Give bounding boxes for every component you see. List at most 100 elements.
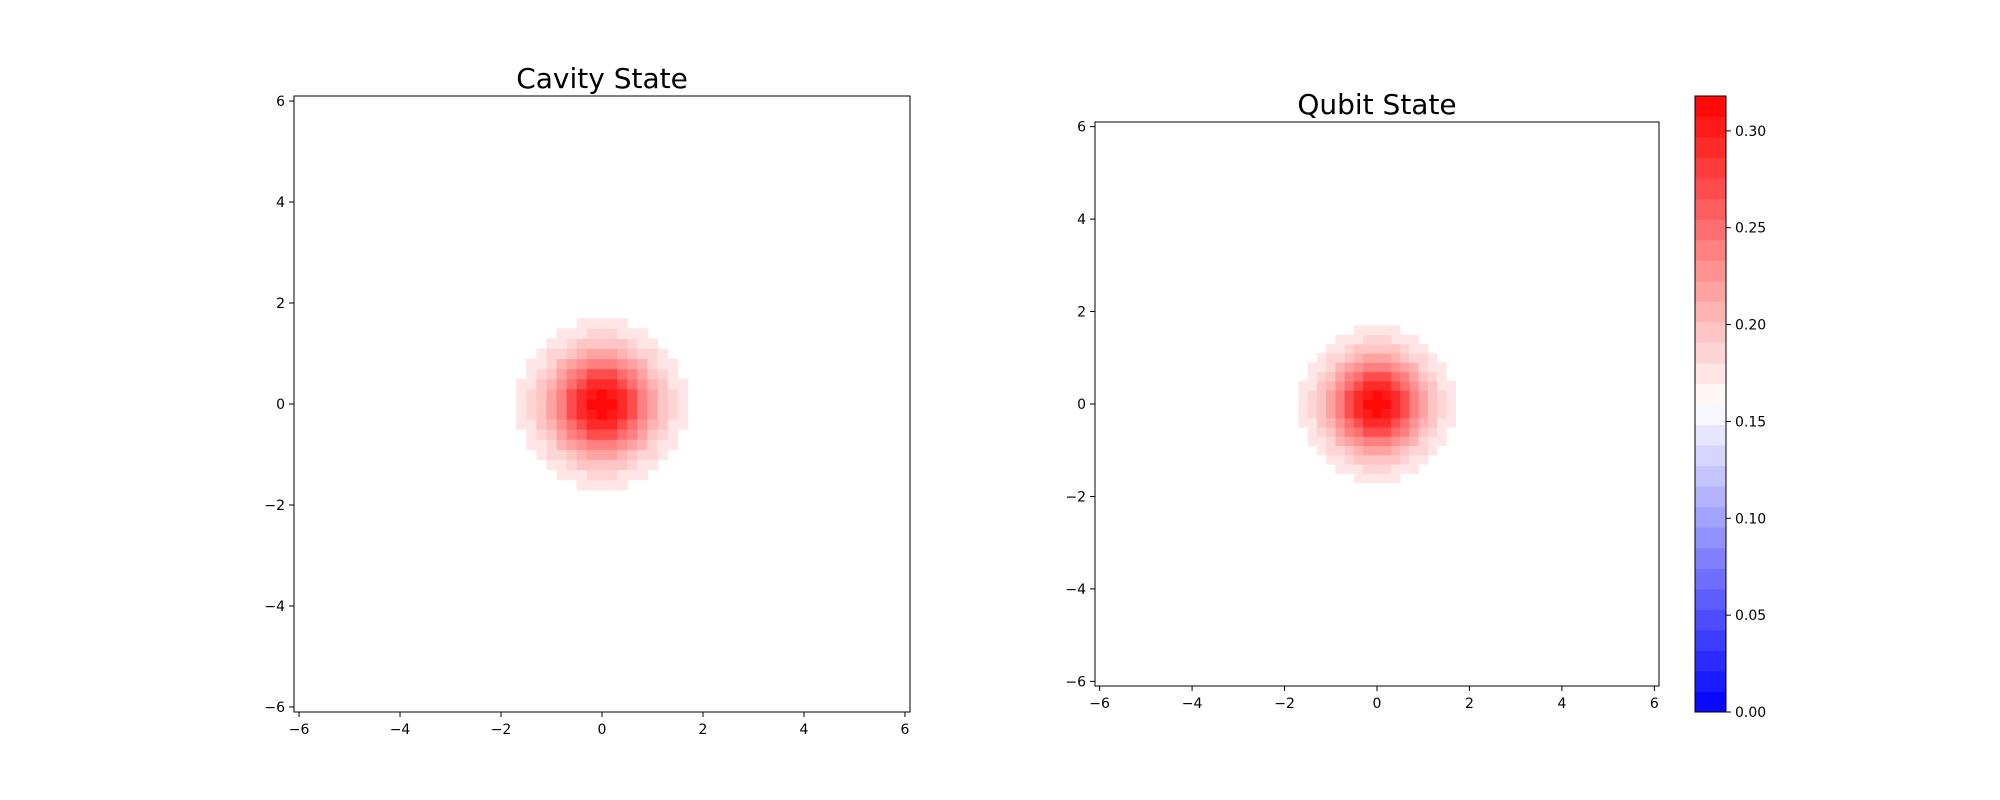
heatmap-cell: [586, 479, 598, 491]
heatmap-cell: [647, 358, 659, 370]
heatmap-cell: [1372, 380, 1383, 391]
heatmap-cell: [536, 429, 547, 440]
heatmap-cell: [1335, 454, 1346, 465]
heatmap-cell: [1326, 436, 1336, 447]
heatmap-cell: [1409, 371, 1420, 382]
heatmap-cell: [536, 419, 547, 430]
heatmap-cell: [576, 469, 588, 481]
heatmap-cell: [627, 429, 638, 440]
heatmap-cell: [576, 388, 588, 400]
heatmap-cell: [657, 429, 669, 440]
heatmap-cell: [1390, 473, 1401, 484]
heatmap-cell: [1316, 353, 1327, 363]
heatmap-cell: [1326, 454, 1336, 465]
colorbar-band: [1695, 650, 1726, 672]
heatmap-cell: [617, 409, 628, 420]
heatmap-cell: [627, 439, 638, 450]
heatmap-cell: [1335, 399, 1346, 410]
heatmap-cell: [546, 449, 558, 461]
heatmap-cell: [566, 449, 578, 461]
heatmap-cell: [586, 318, 598, 329]
heatmap-cell: [1335, 445, 1346, 456]
colorbar-frame: [1694, 95, 1727, 713]
heatmap-cell: [1381, 399, 1392, 410]
heatmap-cell: [1409, 399, 1420, 410]
heatmap-cell: [1353, 399, 1364, 410]
heatmap-cell: [596, 328, 608, 339]
heatmap-cell: [1326, 408, 1336, 419]
heatmap-cell: [596, 469, 608, 481]
heatmap-cell: [1427, 371, 1438, 382]
heatmap-cell: [647, 398, 659, 410]
heatmap-cell: [596, 348, 608, 360]
heatmap-cell: [546, 348, 558, 360]
heatmap-cell: [637, 459, 648, 471]
heatmap-cell: [1363, 417, 1373, 428]
heatmap-cell: [1307, 380, 1318, 391]
heatmap-cell: [1326, 362, 1336, 373]
heatmap-cell: [627, 459, 638, 471]
heatmap-cell: [1307, 390, 1318, 400]
heatmap-cell: [596, 388, 608, 400]
heatmap-cell: [647, 378, 659, 390]
heatmap-cell: [566, 378, 578, 390]
heatmap-cell: [627, 469, 638, 481]
heatmap-cell: [586, 429, 598, 440]
heatmap-cell: [1335, 334, 1346, 345]
heatmap-cell: [617, 459, 628, 471]
heatmap-cell: [1326, 399, 1336, 410]
heatmap-cell: [1353, 454, 1364, 465]
heatmap-cell: [1298, 399, 1309, 410]
heatmap-cell: [1344, 343, 1355, 354]
heatmap-cell: [1381, 427, 1392, 437]
heatmap-cell: [1427, 445, 1438, 456]
heatmap-cell: [1344, 454, 1355, 465]
heatmap-cell: [1381, 362, 1392, 373]
heatmap-cell: [566, 348, 578, 360]
heatmap-cell: [1335, 371, 1346, 382]
heatmap-cell: [627, 449, 638, 461]
heatmap-cell: [1390, 445, 1401, 456]
heatmap-cell: [526, 388, 537, 400]
heatmap-cell: [637, 328, 648, 339]
heatmap-cell: [1353, 464, 1364, 474]
qubit-axis-ticks: −6 −4 −2 0 2 4 6 −6 −4 −2 0 2 4 6: [1065, 120, 1659, 712]
heatmap-cell: [1418, 371, 1429, 382]
heatmap-cell: [1381, 408, 1392, 419]
heatmap-cell: [576, 449, 588, 461]
x-tick-label: −6: [1089, 696, 1110, 712]
heatmap-cell: [607, 338, 618, 349]
heatmap-cell: [1316, 427, 1327, 437]
cavity-heatmap: [516, 318, 689, 491]
x-tick-label: 0: [598, 722, 607, 738]
colorbar-tick-label: 0.20: [1735, 318, 1766, 334]
colorbar-band: [1695, 547, 1726, 569]
heatmap-cell: [1307, 417, 1318, 428]
heatmap-cell: [596, 368, 608, 380]
heatmap-cell: [1372, 408, 1383, 419]
heatmap-cell: [677, 419, 689, 430]
heatmap-cell: [1335, 362, 1346, 373]
heatmap-cell: [637, 338, 648, 349]
colorbar-band: [1695, 137, 1726, 159]
heatmap-cell: [1381, 353, 1392, 363]
heatmap-cell: [596, 358, 608, 370]
heatmap-cell: [647, 368, 659, 380]
heatmap-cell: [1427, 353, 1438, 363]
y-tick-label: 4: [1077, 212, 1086, 228]
heatmap-cell: [677, 388, 689, 400]
heatmap-cell: [627, 409, 638, 420]
y-tick-label: −2: [1065, 489, 1086, 505]
colorbar-band: [1695, 198, 1726, 220]
heatmap-cell: [1363, 427, 1373, 437]
heatmap-cell: [657, 439, 669, 450]
heatmap-cell: [647, 409, 659, 420]
heatmap-cell: [1335, 436, 1346, 447]
heatmap-cell: [1363, 371, 1373, 382]
heatmap-cell: [1400, 399, 1410, 410]
qubit-state-panel: Qubit State −6 −4 −2 0 2 4 6 −6 −4 −2 0 2 4 6: [1065, 88, 1660, 712]
colorbar-band: [1695, 404, 1726, 426]
heatmap-cell: [1353, 436, 1364, 447]
heatmap-cell: [1353, 343, 1364, 354]
heatmap-cell: [607, 358, 618, 370]
